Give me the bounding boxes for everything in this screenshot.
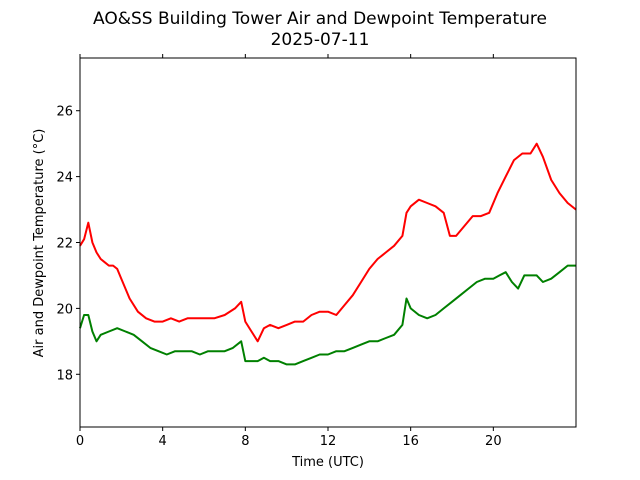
series-layer bbox=[79, 142, 577, 366]
y-tick-label: 24 bbox=[56, 171, 73, 186]
plot-background bbox=[80, 58, 576, 427]
x-tick-label: 12 bbox=[320, 434, 337, 449]
x-tick-label: 0 bbox=[76, 434, 84, 449]
y-tick-label: 26 bbox=[56, 105, 73, 120]
y-axis: 18 20 22 24 26 bbox=[56, 105, 80, 383]
y-tick-label: 20 bbox=[56, 302, 73, 317]
x-axis-label: Time (UTC) bbox=[291, 455, 364, 470]
y-tick-label: 18 bbox=[56, 368, 73, 383]
x-tick-label: 16 bbox=[402, 434, 419, 449]
chart-subtitle: 2025-07-11 bbox=[271, 30, 370, 50]
x-tick-label: 4 bbox=[159, 434, 167, 449]
x-tick-label: 20 bbox=[485, 434, 502, 449]
y-axis-label: Air and Dewpoint Temperature (°C) bbox=[32, 129, 47, 358]
plot-area: 0 4 8 12 16 20 18 20 22 24 26 bbox=[56, 54, 577, 449]
x-axis: 0 4 8 12 16 20 bbox=[76, 54, 502, 449]
series-line-1 bbox=[79, 264, 576, 366]
y-tick-label: 22 bbox=[56, 237, 73, 252]
x-tick-label: 8 bbox=[241, 434, 249, 449]
series-line-0 bbox=[79, 142, 577, 343]
chart-title: AO&SS Building Tower Air and Dewpoint Te… bbox=[93, 9, 547, 29]
